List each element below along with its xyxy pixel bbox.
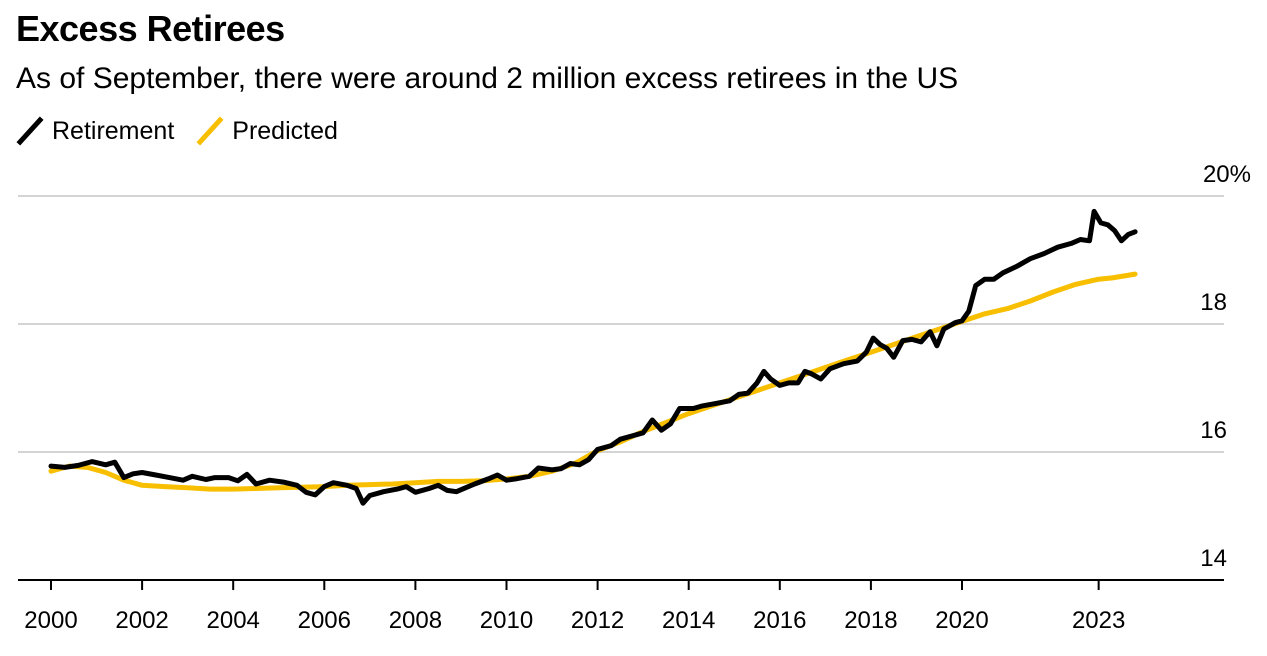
x-tick-label-2023: 2023 [1072,607,1125,634]
y-tick-label-14: 14 [1200,545,1227,572]
legend-item-retirement: Retirement [16,116,174,146]
series-line-retirement [48,208,1138,506]
y-axis-tick-labels: 20% 18 16 14 [1200,161,1251,572]
chart-subtitle: As of September, there were around 2 mil… [16,62,959,95]
predicted-swatch-icon [196,116,224,146]
x-tick-label-2016: 2016 [753,607,806,634]
legend-item-predicted: Predicted [196,116,338,146]
legend-label-retirement: Retirement [52,116,175,145]
x-tick-label-2012: 2012 [571,607,624,634]
y-tick-label-20: 20% [1203,161,1251,188]
x-tick-label-2020: 2020 [935,607,988,634]
x-tick-label-2006: 2006 [298,607,351,634]
series-lines [48,208,1138,506]
x-tick-label-2008: 2008 [389,607,442,634]
x-tick-label-2000: 2000 [24,607,77,634]
x-tick-label-2002: 2002 [115,607,168,634]
x-tick-label-2018: 2018 [844,607,897,634]
legend: Retirement Predicted [16,116,360,146]
y-tick-label-16: 16 [1200,417,1227,444]
x-tick-label-2014: 2014 [662,607,715,634]
chart-title: Excess Retirees [16,8,285,49]
retirement-swatch-icon [16,116,44,146]
x-tick-label-2010: 2010 [480,607,533,634]
legend-label-predicted: Predicted [232,116,338,145]
x-tick-label-2004: 2004 [207,607,260,634]
grid-lines [18,195,1224,453]
y-tick-label-18: 18 [1200,289,1227,316]
x-axis: 2000 2002 2004 2006 2008 2010 2012 2014 2016 2018… [18,579,1224,634]
